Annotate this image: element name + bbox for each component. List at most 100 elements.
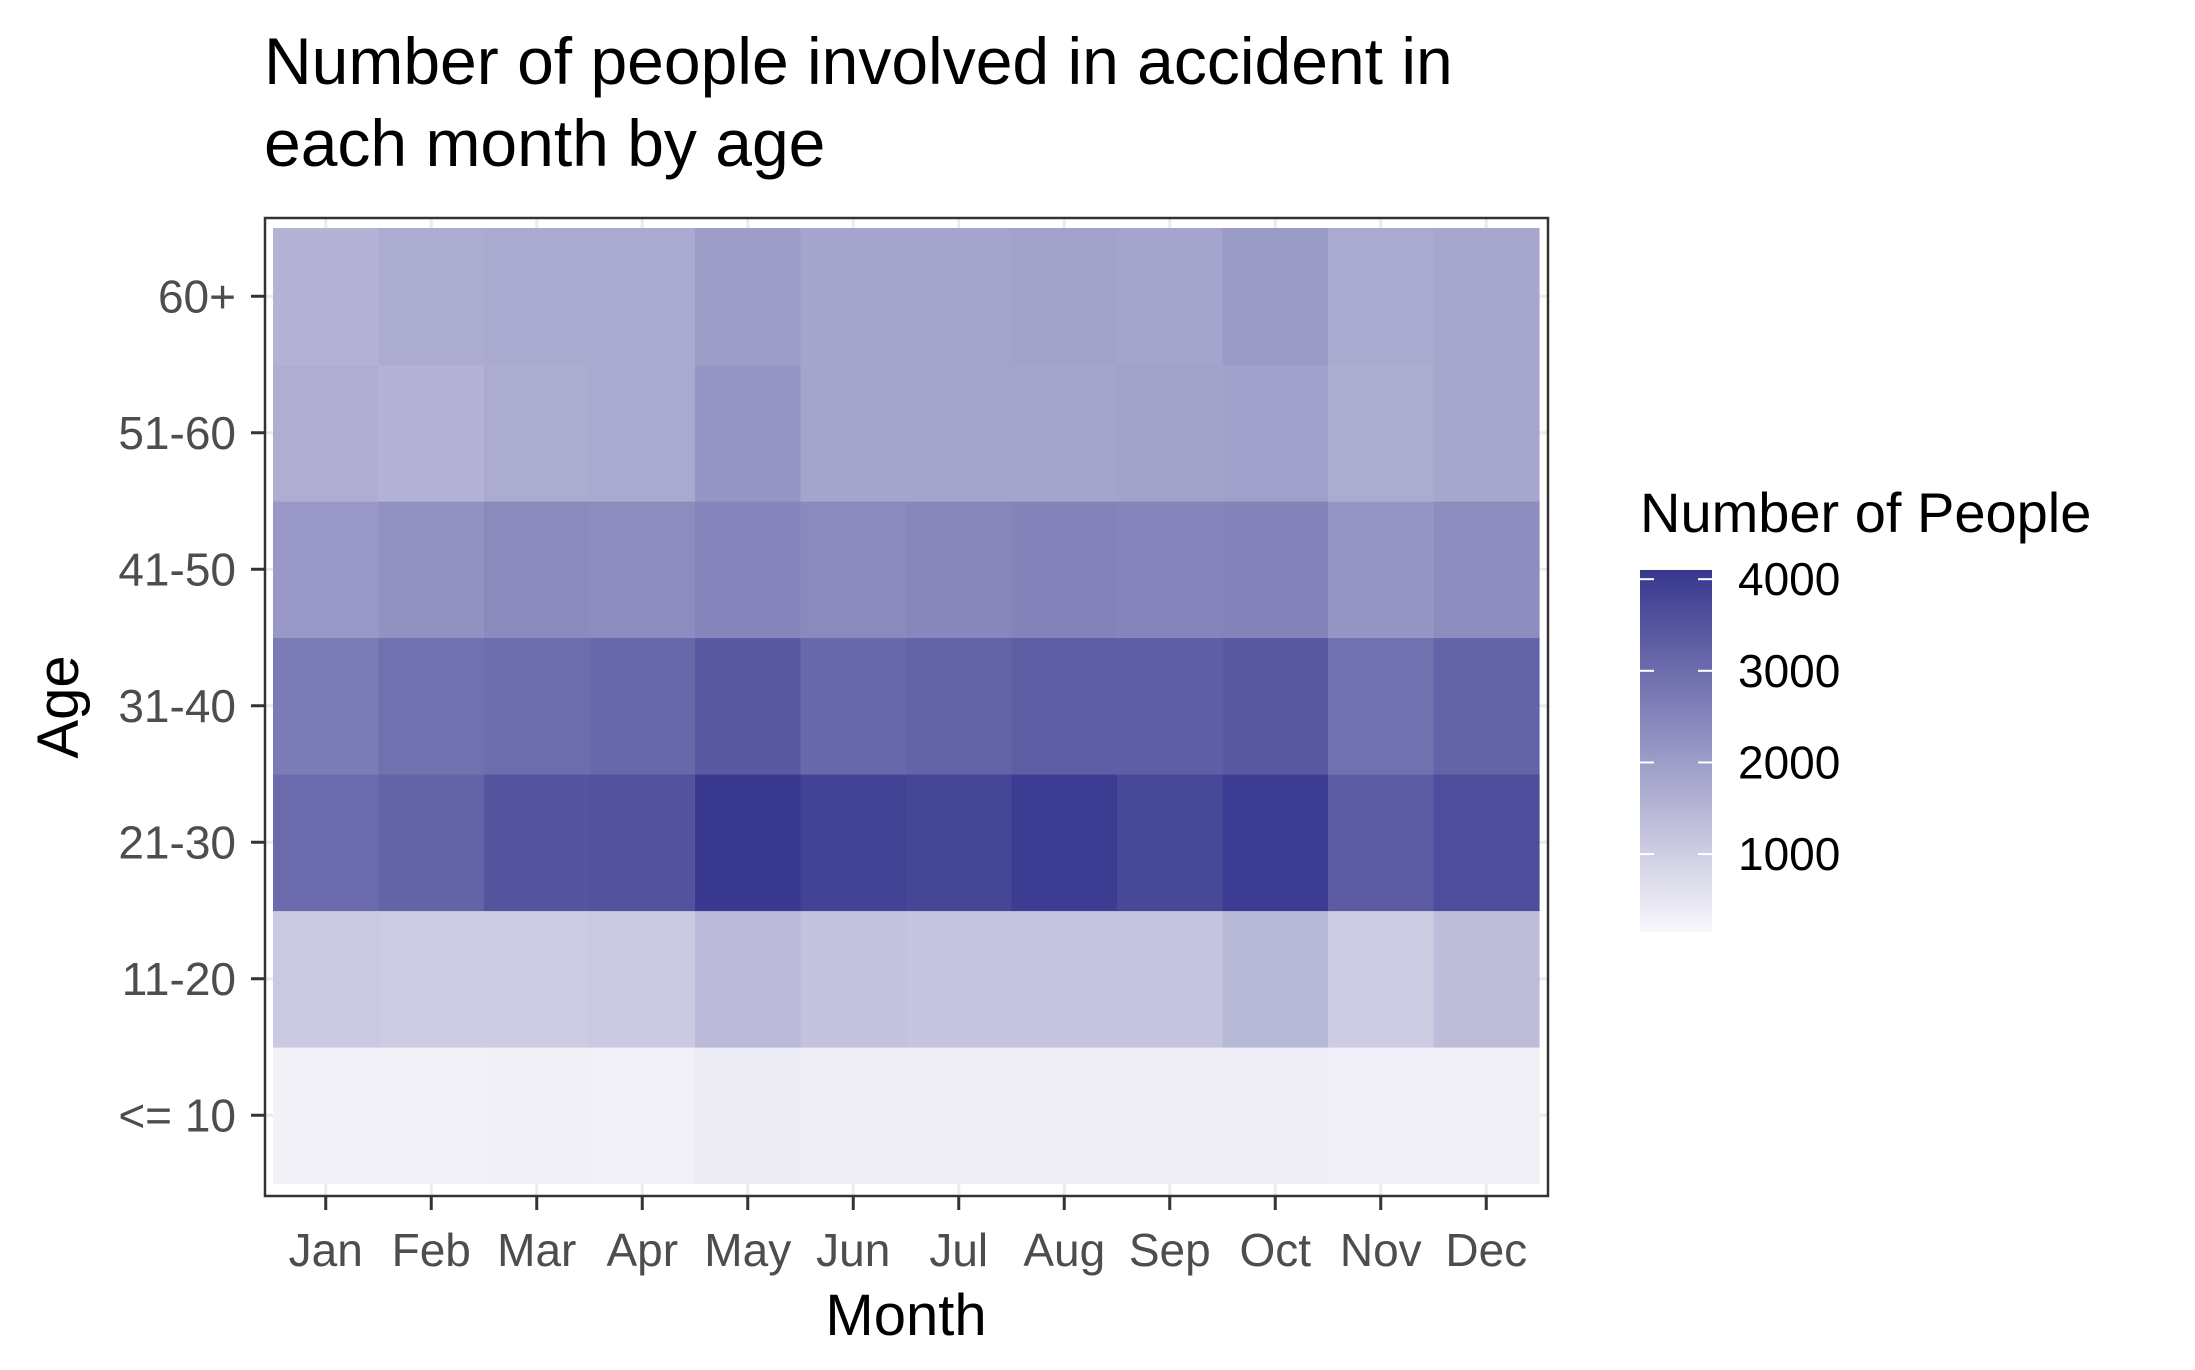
heatmap-cell [589, 1047, 696, 1185]
heatmap-cell [906, 228, 1013, 366]
y-tick-label: 51-60 [118, 407, 236, 459]
heatmap-cell [484, 501, 591, 639]
heatmap-cell [800, 774, 907, 912]
heatmap-cell [378, 910, 485, 1048]
heatmap-cell [378, 637, 485, 775]
x-axis: Jan Feb Mar Apr May Jun Jul Aug Sep Oct Nov Dec [289, 1196, 1527, 1276]
legend-colorbar [1640, 570, 1712, 932]
x-tick-label: May [704, 1224, 791, 1276]
heatmap-cell [906, 910, 1013, 1048]
heatmap-cell [589, 774, 696, 912]
x-tick-label: Nov [1340, 1224, 1422, 1276]
x-tick-label: Apr [606, 1224, 678, 1276]
heatmap-cell [800, 228, 907, 366]
heatmap-cell [378, 364, 485, 502]
heatmap-cell [378, 228, 485, 366]
heatmap-cell [1011, 637, 1118, 775]
heatmap-cell [800, 1047, 907, 1185]
heatmap-cell [1011, 1047, 1118, 1185]
chart-title-line-2: each month by age [264, 106, 825, 180]
heatmap-cell [1328, 228, 1435, 366]
heatmap-cell [1117, 637, 1224, 775]
x-tick-label: Jan [289, 1224, 363, 1276]
heatmap-cell [695, 1047, 802, 1185]
heatmap-cell [484, 774, 591, 912]
legend: Number of People 1000 2000 3000 4000 [1640, 481, 2091, 932]
legend-tick-label: 3000 [1738, 645, 1840, 697]
heatmap-cell [906, 364, 1013, 502]
heatmap-cell [1222, 910, 1329, 1048]
x-tick-label: Sep [1129, 1224, 1211, 1276]
heatmap-cell [273, 774, 380, 912]
legend-title: Number of People [1640, 481, 2091, 544]
heatmap-cell [273, 501, 380, 639]
heatmap-cell [1433, 910, 1540, 1048]
heatmap-cell [1222, 1047, 1329, 1185]
y-axis: <= 10 11-20 21-30 31-40 41-50 51-60 60+ [118, 270, 265, 1141]
heatmap-cell [1433, 1047, 1540, 1185]
heatmap-cell [1328, 910, 1435, 1048]
heatmap-cell [695, 501, 802, 639]
heatmap-cell [484, 228, 591, 366]
y-tick-label: 21-30 [118, 816, 236, 868]
x-axis-title: Month [825, 1283, 986, 1348]
y-axis-title: Age [26, 655, 91, 758]
heatmap-cell [1222, 364, 1329, 502]
heatmap-cell [906, 501, 1013, 639]
heatmap-cell [800, 501, 907, 639]
heatmap-cell [273, 910, 380, 1048]
heatmap-cell [589, 228, 696, 366]
heatmap-cell [1117, 364, 1224, 502]
heatmap-cell [695, 364, 802, 502]
heatmap-cell [1433, 228, 1540, 366]
heatmap-cell [1011, 501, 1118, 639]
heatmap-cell [378, 1047, 485, 1185]
x-tick-label: Dec [1445, 1224, 1527, 1276]
heatmap-cell [695, 637, 802, 775]
heatmap-cell [1117, 501, 1224, 639]
heatmap-cell [906, 774, 1013, 912]
legend-tick-label: 2000 [1738, 736, 1840, 788]
heatmap-cell [1433, 637, 1540, 775]
heatmap-cell [378, 774, 485, 912]
heatmap-cell [484, 637, 591, 775]
legend-tick-label: 4000 [1738, 553, 1840, 605]
heatmap-cell [1222, 501, 1329, 639]
heatmap-cell [1328, 364, 1435, 502]
heatmap-cell [695, 774, 802, 912]
heatmap-cell [589, 364, 696, 502]
heatmap-cell [273, 228, 380, 366]
heatmap-cell [484, 364, 591, 502]
heatmap-cell [1011, 910, 1118, 1048]
heatmap-cell [273, 1047, 380, 1185]
legend-ticks: 1000 2000 3000 4000 [1640, 553, 1840, 880]
heatmap-cell [800, 637, 907, 775]
x-tick-label: Feb [392, 1224, 471, 1276]
heatmap-cell [1328, 774, 1435, 912]
heatmap-cell [1117, 228, 1224, 366]
heatmap-cell [589, 637, 696, 775]
heatmap-cell [1117, 1047, 1224, 1185]
heatmap-cell [1328, 1047, 1435, 1185]
heatmap-cell [1011, 228, 1118, 366]
heatmap-cell [1222, 774, 1329, 912]
heatmap-cell [589, 910, 696, 1048]
heatmap-cell [1433, 364, 1540, 502]
heatmap-cell [1117, 774, 1224, 912]
chart-title-line-1: Number of people involved in accident in [264, 24, 1453, 98]
heatmap-cell [273, 637, 380, 775]
heatmap-cell [695, 228, 802, 366]
heatmap-cell [1222, 637, 1329, 775]
x-tick-label: Jul [929, 1224, 988, 1276]
heatmap-cell [1433, 774, 1540, 912]
heatmap-cell [378, 501, 485, 639]
heatmap-cell [484, 1047, 591, 1185]
heatmap-cell [1328, 501, 1435, 639]
heatmap-cell [1433, 501, 1540, 639]
x-tick-label: Jun [816, 1224, 890, 1276]
heatmap-cell [695, 910, 802, 1048]
heatmap-cell [589, 501, 696, 639]
heatmap-cell [273, 364, 380, 502]
heatmap-cell [484, 910, 591, 1048]
x-tick-label: Mar [497, 1224, 576, 1276]
